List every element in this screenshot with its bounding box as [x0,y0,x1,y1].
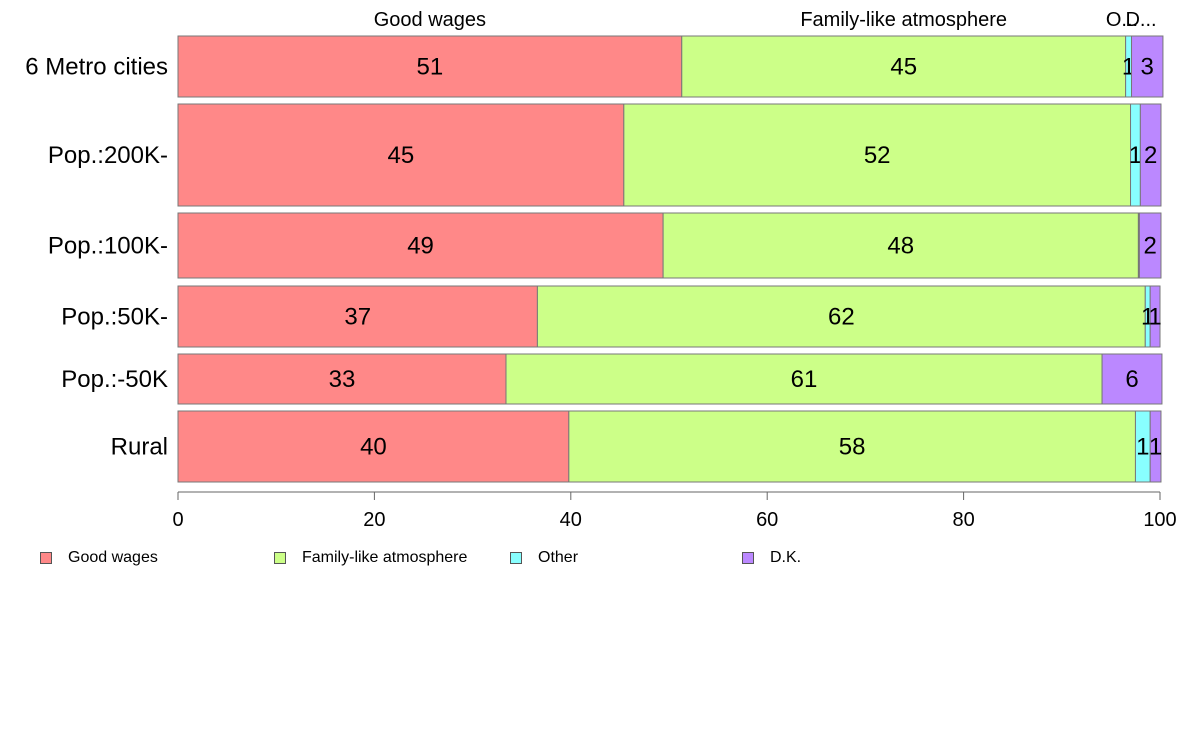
legend-swatch [40,552,52,564]
data-label: 48 [887,233,914,260]
data-label: 58 [839,434,866,461]
x-tick-label: 40 [560,509,582,531]
data-label: 1 [1148,304,1161,331]
legend: Good wages Family-like atmosphere Other D.K… [40,547,1140,571]
legend-item: Family-like atmosphere [274,547,467,569]
bar-segment [1139,103,1162,207]
data-label: 45 [890,54,917,81]
x-tick-label: 60 [756,509,778,531]
data-label: 2 [1144,233,1157,260]
category-label: Rural [111,434,168,461]
bar-segment [662,212,1139,279]
data-label: 33 [329,366,356,393]
bar-segment [505,353,1103,405]
legend-swatch [274,552,286,564]
data-label: 61 [791,366,818,393]
bar-segment [177,410,570,483]
x-tick-label: 100 [1143,509,1176,531]
data-label: 6 [1125,366,1138,393]
legend-item: Good wages [40,547,158,569]
data-label: 1 [1149,434,1162,461]
top-series-label: D... [1125,9,1156,31]
bar-segment [1138,212,1162,279]
bar-segment [177,285,538,348]
bar-segment [681,35,1127,98]
data-label: 1 [1136,434,1149,461]
data-label: 52 [864,142,891,169]
bar-segment [177,212,664,279]
data-label: 37 [344,304,371,331]
bar-segment [177,353,507,405]
legend-label: Good wages [68,549,158,566]
legend-label: Other [538,549,579,566]
x-tick-label: 80 [952,509,974,531]
bar-segment [1101,353,1163,405]
top-series-label: Family-like atmosphere [800,9,1007,31]
x-tick-label: 20 [363,509,385,531]
legend-swatch [510,552,522,564]
x-tick-label: 0 [172,509,183,531]
data-label: 45 [388,142,415,169]
top-series-label: Good wages [374,9,486,31]
data-label: 1 [1129,142,1142,169]
bar-segment [568,410,1136,483]
category-label: Pop.:100K- [48,233,168,260]
category-label: Pop.:200K- [48,142,168,169]
data-label: 62 [828,304,855,331]
bar-segment [177,103,625,207]
data-label: 2 [1144,142,1157,169]
bar-segment [623,103,1132,207]
category-label: Pop.:50K- [61,304,168,331]
bar-segment [1149,285,1161,348]
data-label: 51 [417,54,444,81]
bar-segment [1149,410,1162,483]
data-label: 49 [407,233,434,260]
category-label: Pop.:-50K [61,366,168,393]
legend-item: Other [510,547,578,569]
legend-label: D.K. [770,549,802,566]
bar-segment [1131,35,1164,98]
data-label: 40 [360,434,387,461]
data-label: 3 [1141,54,1154,81]
category-label: 6 Metro cities [25,54,168,81]
legend-item: D.K. [742,547,801,569]
top-series-label: O... [1106,9,1138,31]
bar-segment [536,285,1146,348]
legend-label: Family-like atmosphere [302,549,468,566]
legend-swatch [742,552,754,564]
